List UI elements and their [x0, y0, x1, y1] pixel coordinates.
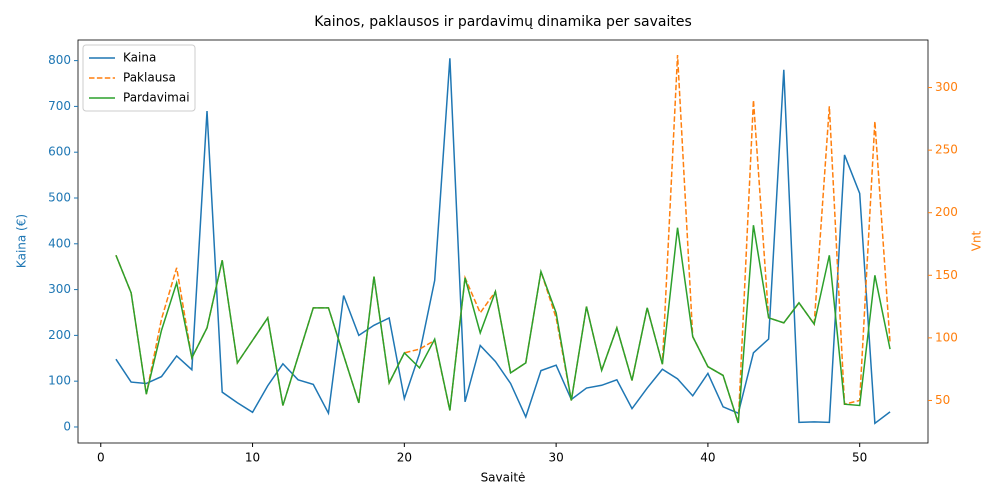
x-tick-label: 10	[245, 451, 260, 465]
series-line	[115, 225, 891, 424]
y-tick-label: 800	[48, 53, 71, 67]
y2-tick-label: 250	[935, 143, 958, 157]
y-tick-label: 500	[48, 190, 71, 204]
y-axis-label: Kaina (€)	[15, 214, 29, 268]
y-tick-label: 100	[48, 374, 71, 388]
legend-label: Pardavimai	[123, 91, 190, 105]
y2-tick-label: 200	[935, 205, 958, 219]
y-tick-label: 700	[48, 99, 71, 113]
y-tick-label: 600	[48, 145, 71, 159]
x-tick-label: 50	[852, 451, 867, 465]
x-tick-label: 0	[97, 451, 105, 465]
chart-title: Kainos, paklausos ir pardavimų dinamika …	[314, 14, 692, 30]
x-tick-label: 40	[700, 451, 715, 465]
legend-label: Kaina	[123, 51, 156, 65]
y2-tick-label: 50	[935, 393, 950, 407]
y-tick-label: 200	[48, 328, 71, 342]
plot-frame	[77, 39, 929, 444]
legend-label: Paklausa	[123, 71, 176, 85]
y2-tick-label: 150	[935, 268, 958, 282]
y-tick-label: 400	[48, 236, 71, 250]
x-tick-label: 20	[397, 451, 412, 465]
x-tick-label: 30	[548, 451, 563, 465]
y-tick-label: 300	[48, 282, 71, 296]
y-tick-label: 0	[63, 419, 71, 433]
y2-axis-label: Vnt	[970, 230, 984, 251]
series-line	[115, 58, 891, 425]
y2-tick-label: 300	[935, 80, 958, 94]
legend-box	[82, 44, 196, 112]
y2-tick-label: 100	[935, 330, 958, 344]
x-axis-label: Savaitė	[481, 471, 526, 485]
